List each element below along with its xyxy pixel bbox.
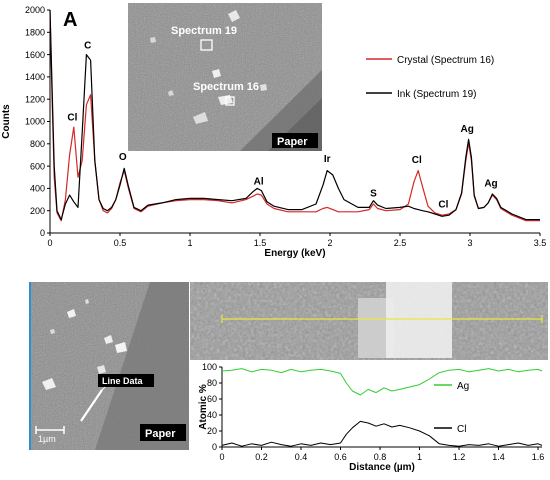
y-tick-label: 0 (212, 442, 217, 452)
peak-label: Ag (461, 124, 474, 135)
legend-label: Cl (457, 424, 466, 435)
y-axis-label: Counts (1, 104, 12, 139)
y-tick-label: 2000 (25, 5, 45, 15)
y-tick-label: 20 (207, 426, 217, 436)
crystal-particle (97, 365, 106, 374)
crystal-particle (193, 112, 208, 124)
y-tick-label: 200 (30, 206, 45, 216)
y-tick-label: 40 (207, 410, 217, 420)
x-tick-label: 1 (417, 452, 422, 462)
y-tick-label: 400 (30, 184, 45, 194)
y-tick-label: 80 (207, 378, 217, 388)
x-tick-label: 1.2 (453, 452, 466, 462)
x-tick-label: 0.6 (334, 452, 347, 462)
crystal-particle (115, 342, 127, 353)
legend-label: Ink (Spectrum 19) (397, 89, 476, 100)
x-tick-label: 0 (47, 238, 52, 248)
y-tick-label: 1200 (25, 94, 45, 104)
peak-label: O (119, 152, 127, 163)
line-data-callout: Line Data (102, 376, 144, 386)
crystal-particle (85, 299, 89, 304)
y-tick-label: 1800 (25, 27, 45, 37)
y-tick-label: 1400 (25, 72, 45, 82)
series-line-cl (221, 420, 543, 447)
crystal-particle (42, 378, 56, 390)
crystal-particle (260, 84, 267, 91)
peak-label: Cl (412, 155, 422, 166)
legend-label: Ag (457, 381, 469, 392)
x-tick-label: 2.5 (394, 238, 407, 248)
sem-zoom-image (190, 282, 548, 360)
sem-tag-paper-a: Paper (277, 136, 308, 148)
x-axis-label: Energy (keV) (264, 248, 325, 259)
crystal-particle (212, 69, 221, 78)
x-tick-label: 1.6 (532, 452, 545, 462)
y-tick-label: 1000 (25, 117, 45, 127)
crystal-particle (150, 37, 156, 43)
sem-image-b: Line Data 1µm Paper (29, 282, 189, 450)
peak-label: Ir (324, 154, 331, 165)
x-axis-label: Distance (µm) (349, 462, 415, 473)
peak-label: S (370, 189, 377, 200)
y-tick-label: 100 (202, 362, 217, 372)
sem-image-a: Spectrum 19 Spectrum 16 Paper (128, 3, 322, 151)
y-tick-label: 800 (30, 139, 45, 149)
line-scan-chart: 0 0.2 0.4 0.6 0.8 1 1.2 1.4 1.6 0 20 40 60 80 100 Dista… (198, 362, 544, 473)
x-tick-label: 0.4 (295, 452, 308, 462)
x-tick-label: 2 (327, 238, 332, 248)
crystal-zoom (386, 282, 452, 358)
y-tick-label: 0 (40, 228, 45, 238)
x-tick-label: 0.2 (255, 452, 268, 462)
crystal-particle (228, 10, 240, 22)
crystal-particle (67, 309, 76, 318)
legend-label: Crystal (Spectrum 16) (397, 55, 494, 66)
x-tick-label: 1.5 (254, 238, 267, 248)
sem-label-spectrum-16: Spectrum 16 (193, 81, 259, 93)
x-tick-label: 3 (467, 238, 472, 248)
scale-bar-label: 1µm (38, 434, 56, 444)
peak-label: Cl (438, 200, 448, 211)
line-scan-marker (80, 389, 103, 422)
spectrum-19-marker (200, 39, 213, 51)
x-tick-label: 0 (219, 452, 224, 462)
crystal-particle (168, 90, 174, 96)
x-tick-label: 1.4 (492, 452, 505, 462)
spectrum-chart: 0 0.5 1 1.5 2 2.5 3 3.5 0 200 400 600 800 1000 1200 140… (1, 5, 546, 259)
sem-tag-paper-b: Paper (145, 428, 176, 440)
y-tick-label: 600 (30, 161, 45, 171)
y-tick-label: 1600 (25, 50, 45, 60)
x-tick-label: 3.5 (534, 238, 547, 248)
crystal-particle (104, 335, 113, 344)
peak-label: C (84, 40, 91, 51)
x-tick-label: 1 (187, 238, 192, 248)
peak-label: Ag (484, 179, 497, 190)
peak-label: Cl (67, 113, 77, 124)
crystal-particle (50, 329, 55, 334)
series-line-ag (221, 368, 543, 396)
y-axis-label: Atomic % (198, 384, 209, 430)
panel-label-a: A (63, 9, 77, 31)
sem-label-spectrum-19: Spectrum 19 (171, 25, 237, 37)
y-tick-label: 60 (207, 394, 217, 404)
peak-label: Al (254, 176, 264, 187)
series-line-ink-spectrum-19 (49, 9, 540, 221)
x-tick-label: 0.8 (374, 452, 387, 462)
x-tick-label: 0.5 (114, 238, 127, 248)
spectrum-16-marker (225, 96, 235, 106)
